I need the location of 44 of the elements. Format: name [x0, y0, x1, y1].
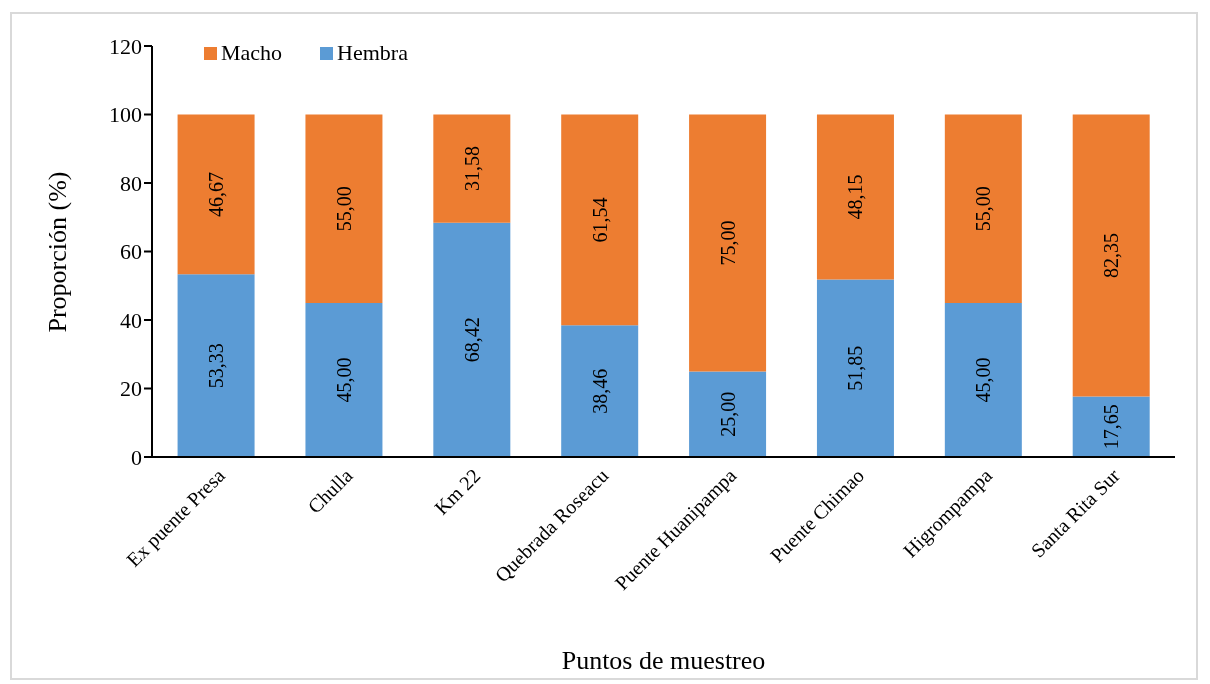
- data-label: 17,65: [1100, 404, 1123, 450]
- bar: [816, 279, 894, 457]
- data-label: 51,85: [844, 345, 867, 391]
- bar: [689, 114, 767, 372]
- y-tick-label: 80: [120, 170, 142, 196]
- data-label: 55,00: [972, 186, 995, 232]
- y-tick-label: 60: [120, 239, 142, 265]
- data-label: 25,00: [716, 391, 739, 437]
- bar: [177, 114, 255, 275]
- bar: [433, 222, 511, 457]
- y-tick-label: 20: [120, 376, 142, 402]
- y-tick-label: 100: [109, 102, 142, 128]
- data-label: 48,15: [844, 174, 867, 220]
- bar: [944, 114, 1022, 303]
- x-axis-title: Puntos de muestreo: [561, 646, 766, 676]
- x-tick-label: Km 22: [430, 464, 485, 519]
- bar: [944, 302, 1022, 457]
- y-tick-label: 120: [109, 33, 142, 59]
- bar: [1072, 114, 1150, 397]
- data-label: 46,67: [205, 171, 228, 217]
- data-label: 53,33: [205, 343, 228, 389]
- data-label: 31,58: [460, 146, 483, 192]
- data-label: 75,00: [716, 220, 739, 266]
- data-label: 82,35: [1100, 233, 1123, 279]
- y-axis-title: Proporción (%): [43, 170, 73, 333]
- data-label: 45,00: [332, 357, 355, 403]
- bar: [177, 274, 255, 457]
- data-label: 38,46: [588, 368, 611, 414]
- y-tick-label: 0: [131, 444, 142, 470]
- data-label: 55,00: [332, 186, 355, 232]
- bar: [1072, 396, 1150, 457]
- data-label: 45,00: [972, 357, 995, 403]
- bar: [305, 302, 383, 457]
- data-label: 61,54: [588, 197, 611, 243]
- bar: [305, 114, 383, 303]
- legend-label: Macho: [221, 40, 283, 66]
- bar: [561, 114, 639, 326]
- y-tick-label: 40: [120, 307, 142, 333]
- bar: [433, 114, 511, 223]
- bar: [816, 114, 894, 280]
- legend-label: Hembra: [337, 40, 408, 66]
- bar: [561, 325, 639, 457]
- bar: [689, 371, 767, 457]
- data-label: 68,42: [460, 317, 483, 363]
